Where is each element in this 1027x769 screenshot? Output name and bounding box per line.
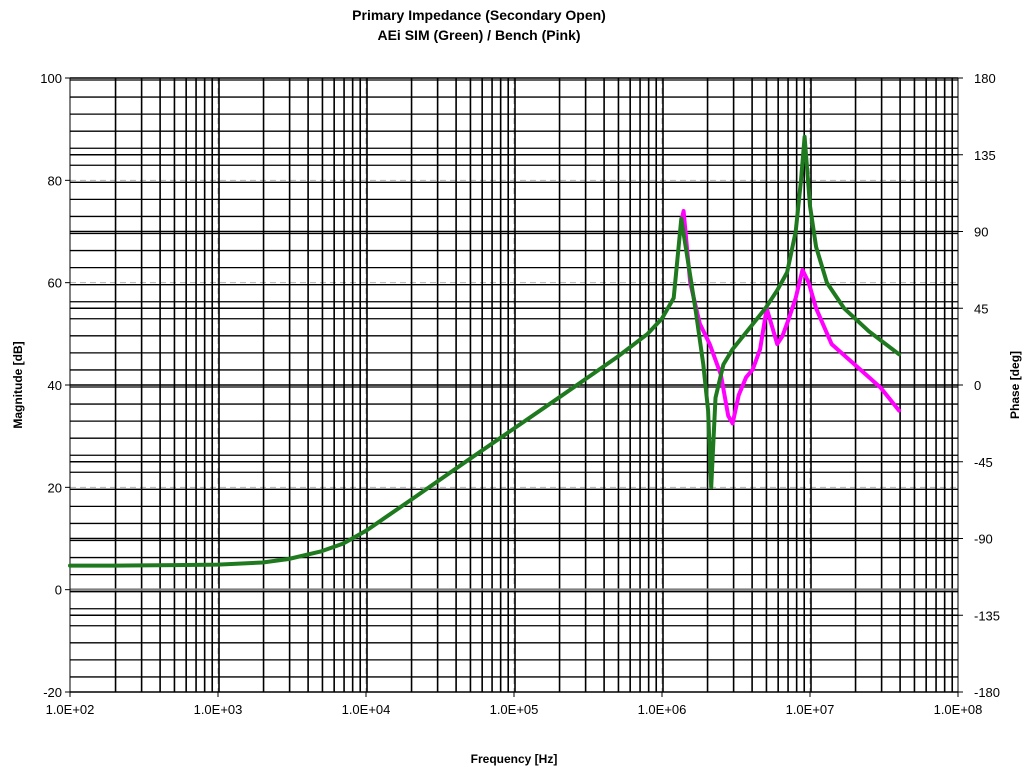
y-tick-label: 40: [48, 378, 62, 393]
x-tick-label: 1.0E+02: [46, 702, 95, 717]
chart-title: Primary Impedance (Secondary Open): [352, 7, 606, 23]
y-axis-label: Magnitude [dB]: [11, 341, 25, 428]
y-tick-labels: -20 0 20 40 60 80 100: [40, 71, 70, 700]
x-tick-label: 1.0E+08: [934, 702, 983, 717]
y2-tick-label: 180: [974, 71, 996, 86]
y2-tick-label: 135: [974, 148, 996, 163]
y-tick-label: 80: [48, 173, 62, 188]
x-tick-label: 1.0E+04: [342, 702, 391, 717]
y2-tick-label: -180: [974, 685, 1000, 700]
x-tick-label: 1.0E+07: [786, 702, 835, 717]
y2-axis-label: Phase [deg]: [1008, 351, 1022, 419]
y-tick-label: 100: [40, 71, 62, 86]
y2-tick-label: -135: [974, 608, 1000, 623]
y2-tick-label: 45: [974, 301, 988, 316]
y-tick-label: -20: [43, 685, 62, 700]
x-tick-labels: 1.0E+02 1.0E+03 1.0E+04 1.0E+05 1.0E+06 1.0E+…: [46, 692, 983, 717]
y2-tick-labels: -180 -135 -90 -45 0 45 90 135 180: [958, 71, 1000, 700]
chart-subtitle: AEi SIM (Green) / Bench (Pink): [377, 27, 580, 43]
data-series: [68, 134, 902, 568]
y2-tick-label: 0: [974, 378, 981, 393]
y-tick-label: 60: [48, 276, 62, 291]
x-tick-label: 1.0E+03: [194, 702, 243, 717]
y-tick-label: 20: [48, 480, 62, 495]
x-axis-label: Frequency [Hz]: [471, 752, 558, 766]
series-line-sim: [68, 134, 902, 568]
y2-tick-label: -45: [974, 455, 993, 470]
y2-tick-label: -90: [974, 532, 993, 547]
x-tick-label: 1.0E+06: [638, 702, 687, 717]
x-tick-label: 1.0E+05: [490, 702, 539, 717]
y2-tick-label: 90: [974, 225, 988, 240]
y-tick-label: 0: [55, 583, 62, 598]
